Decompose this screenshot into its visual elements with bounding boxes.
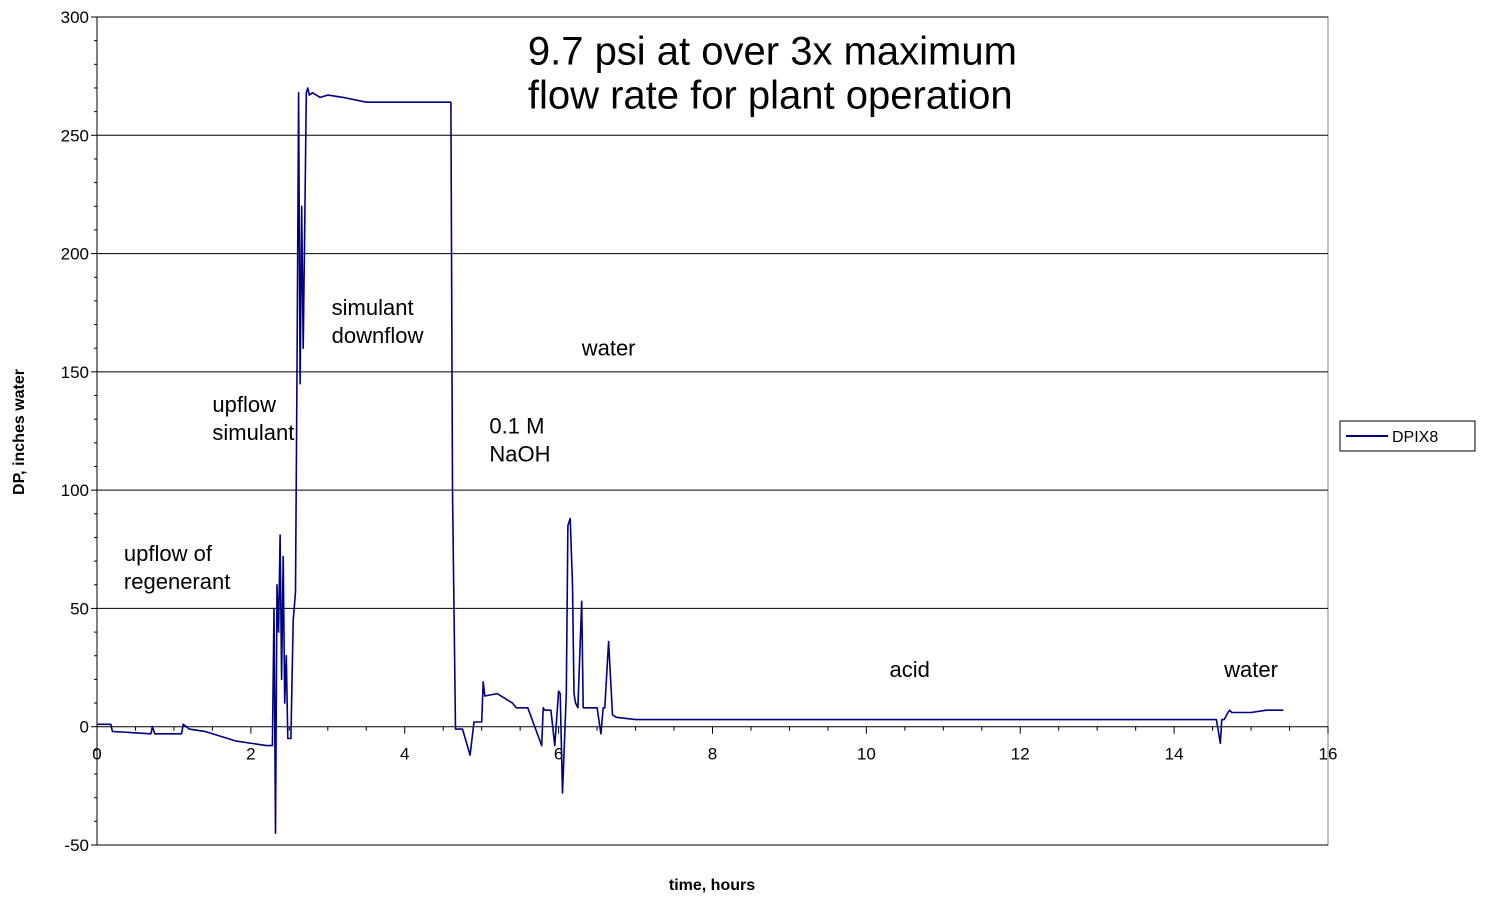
y-tick-label: 0 [80, 718, 89, 737]
x-tick-label: 12 [1011, 745, 1030, 764]
annotation-line: flow rate for plant operation [528, 73, 1013, 117]
y-tick-label: 150 [61, 363, 89, 382]
x-tick-label: 4 [400, 745, 409, 764]
annotation: upflow of regenerant [124, 541, 230, 594]
annotation: water [1223, 657, 1278, 682]
x-tick-label: 16 [1319, 745, 1338, 764]
x-tick-label: 2 [246, 745, 255, 764]
y-tick-label: 300 [61, 8, 89, 27]
annotation: water [581, 335, 636, 360]
x-tick-labels: 0 2 4 6 8 10 12 14 16 [92, 745, 1337, 764]
x-tick-label: 6 [554, 745, 563, 764]
y-tick-label: 100 [61, 481, 89, 500]
annotation: acid [889, 657, 929, 682]
grid-lines [97, 16, 1328, 846]
annotation-line: 0.1 M [489, 413, 544, 438]
series-layer [97, 87, 1284, 834]
y-tick-label: 50 [70, 599, 89, 618]
annotation-line: regenerant [124, 569, 230, 594]
x-tick-label: 14 [1165, 745, 1184, 764]
annotation: upflow simulant [212, 392, 294, 445]
annotation: 0.1 M NaOH [489, 413, 550, 466]
annotation-line: acid [889, 657, 929, 682]
annotation-line: upflow of [124, 541, 213, 566]
annotation-line: simulant [332, 295, 414, 320]
y-tick-label: 250 [61, 126, 89, 145]
annotation-line: downflow [332, 323, 424, 348]
x-tick-label: 8 [708, 745, 717, 764]
annotation-line: simulant [212, 420, 294, 445]
annotation-line: water [581, 335, 636, 360]
annotation-line: upflow [212, 392, 276, 417]
plot-area [96, 16, 1329, 846]
y-tick-label: 200 [61, 245, 89, 264]
y-axis-title: DP, inches water [11, 369, 28, 495]
legend-label: DPIX8 [1392, 429, 1438, 446]
annotation-line: 9.7 psi at over 3x maximum [528, 29, 1017, 73]
x-tick-label: 0 [92, 745, 101, 764]
x-axis-title: time, hours [669, 877, 755, 894]
annotation-line: water [1223, 657, 1278, 682]
series-line-dpix8 [97, 87, 1284, 834]
x-tick-label: 10 [857, 745, 876, 764]
y-tick-label: -50 [64, 836, 89, 855]
annotation: simulant downflow [332, 295, 424, 348]
y-tick-labels: 300 250 200 150 100 50 0 -50 [61, 8, 89, 855]
legend: DPIX8 [1339, 420, 1476, 452]
annotation-line: NaOH [489, 441, 550, 466]
annotation: 9.7 psi at over 3x maximum flow rate for … [528, 29, 1017, 117]
axes [91, 16, 1329, 846]
